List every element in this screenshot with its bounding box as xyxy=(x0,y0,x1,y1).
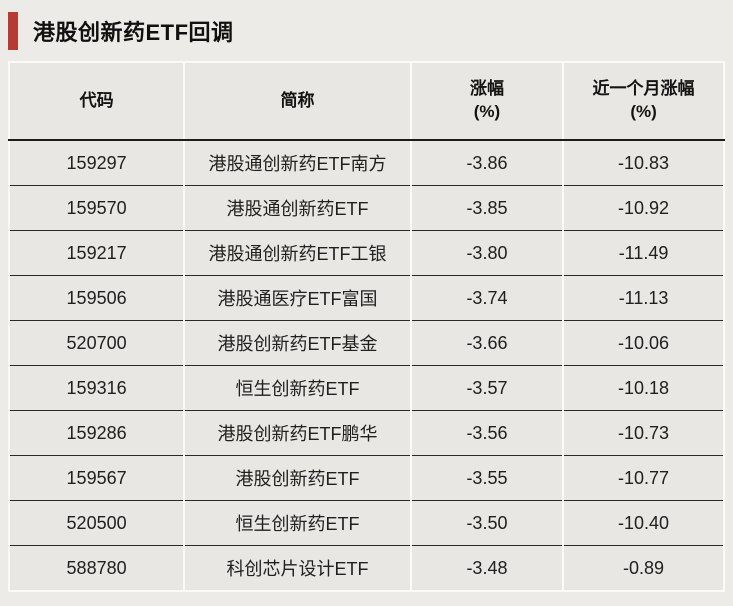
cell-name: 港股通医疗ETF富国 xyxy=(184,275,412,321)
table-row: 159217 港股通创新药ETF工银 -3.80 -11.49 xyxy=(9,230,724,276)
table-row: 159570 港股通创新药ETF -3.85 -10.92 xyxy=(9,185,724,231)
table-row: 159297 港股通创新药ETF南方 -3.86 -10.83 xyxy=(9,140,724,186)
cell-name: 港股通创新药ETF工银 xyxy=(184,230,412,276)
cell-code: 520500 xyxy=(9,500,186,546)
cell-code: 159570 xyxy=(9,185,186,231)
cell-code: 159567 xyxy=(9,455,186,501)
header-row: 代码 简称 涨幅 (%) 近一个月涨幅 (%) xyxy=(9,62,724,141)
header-code: 代码 xyxy=(9,62,186,141)
table-row: 520500 恒生创新药ETF -3.50 -10.40 xyxy=(9,500,724,546)
header-change-sub: (%) xyxy=(473,102,501,121)
cell-change: -3.55 xyxy=(410,455,565,501)
header-change-1m: 近一个月涨幅 (%) xyxy=(563,62,724,141)
cell-change-1m: -10.92 xyxy=(563,185,724,231)
cell-code: 159297 xyxy=(9,140,186,186)
cell-name: 恒生创新药ETF xyxy=(184,500,412,546)
cell-change-1m: -0.89 xyxy=(623,557,665,578)
cell-change: -3.56 xyxy=(410,410,565,456)
cell-change-1m: -10.18 xyxy=(563,365,724,411)
cell-change: -3.85 xyxy=(410,185,565,231)
cell-change-1m: -11.49 xyxy=(563,230,724,276)
table-row: 159286 港股创新药ETF鹏华 -3.56 -10.73 xyxy=(9,410,724,456)
page-title: 港股创新药ETF回调 xyxy=(33,20,234,45)
cell-code: 159286 xyxy=(9,410,186,456)
cell-change: -3.80 xyxy=(410,230,565,276)
table-row: 159316 恒生创新药ETF -3.57 -10.18 xyxy=(9,365,724,411)
cell-change-1m: -10.40 xyxy=(563,500,724,546)
etf-table-container: 代码 简称 涨幅 (%) 近一个月涨幅 (%) xyxy=(8,61,725,592)
table-row: 159506 港股通医疗ETF富国 -3.74 -11.13 xyxy=(9,275,724,321)
cell-name: 恒生创新药ETF xyxy=(184,365,412,411)
cell-change: -3.86 xyxy=(410,140,565,186)
cell-change-1m: -10.83 xyxy=(563,140,724,186)
cell-change-1m: -10.73 xyxy=(563,410,724,456)
cell-code: 520700 xyxy=(9,320,186,366)
cell-name: 港股通创新药ETF南方 xyxy=(184,140,412,186)
cell-change: -3.74 xyxy=(410,275,565,321)
header-code-label: 代码 xyxy=(79,90,114,110)
cell-code: 159506 xyxy=(9,275,186,321)
header-name: 简称 xyxy=(184,62,412,141)
cell-name: 港股通创新药ETF xyxy=(184,185,412,231)
table-header: 代码 简称 涨幅 (%) 近一个月涨幅 (%) xyxy=(9,62,724,141)
cell-change-1m: -11.13 xyxy=(563,275,724,321)
table-row: 588780 科创芯片设计ETF -3.48 -0.89 xyxy=(9,545,724,591)
cell-code: 588780 xyxy=(9,545,186,591)
header-change-label: 涨幅 xyxy=(469,79,504,99)
cell-change-1m: -10.06 xyxy=(563,320,724,366)
cell-name: 港股创新药ETF xyxy=(184,455,412,501)
cell-change: -3.57 xyxy=(410,365,565,411)
cell-change: -3.48 xyxy=(410,545,565,591)
header-change-1m-sub: (%) xyxy=(630,102,657,121)
table-row: 159567 港股创新药ETF -3.55 -10.77 xyxy=(9,455,724,501)
table-row: 520700 港股创新药ETF基金 -3.66 -10.06 xyxy=(9,320,724,366)
header-name-label: 简称 xyxy=(280,90,315,110)
etf-table: 代码 简称 涨幅 (%) 近一个月涨幅 (%) xyxy=(8,61,725,592)
table-body: 159297 港股通创新药ETF南方 -3.86 -10.83 159570 港… xyxy=(9,140,724,591)
cell-change-1m: -10.77 xyxy=(563,455,724,501)
header-change: 涨幅 (%) xyxy=(410,62,565,141)
cell-name: 港股创新药ETF基金 xyxy=(184,320,412,366)
cell-code: 159217 xyxy=(9,230,186,276)
header-change-1m-label: 近一个月涨幅 xyxy=(592,79,695,99)
cell-change: -3.66 xyxy=(410,320,565,366)
cell-name: 港股创新药ETF鹏华 xyxy=(184,410,412,456)
title-accent-bar xyxy=(8,12,18,50)
cell-code: 159316 xyxy=(9,365,186,411)
cell-change: -3.50 xyxy=(410,500,565,546)
cell-name: 科创芯片设计ETF xyxy=(184,545,412,591)
title-bar: 港股创新药ETF回调 xyxy=(0,0,733,52)
